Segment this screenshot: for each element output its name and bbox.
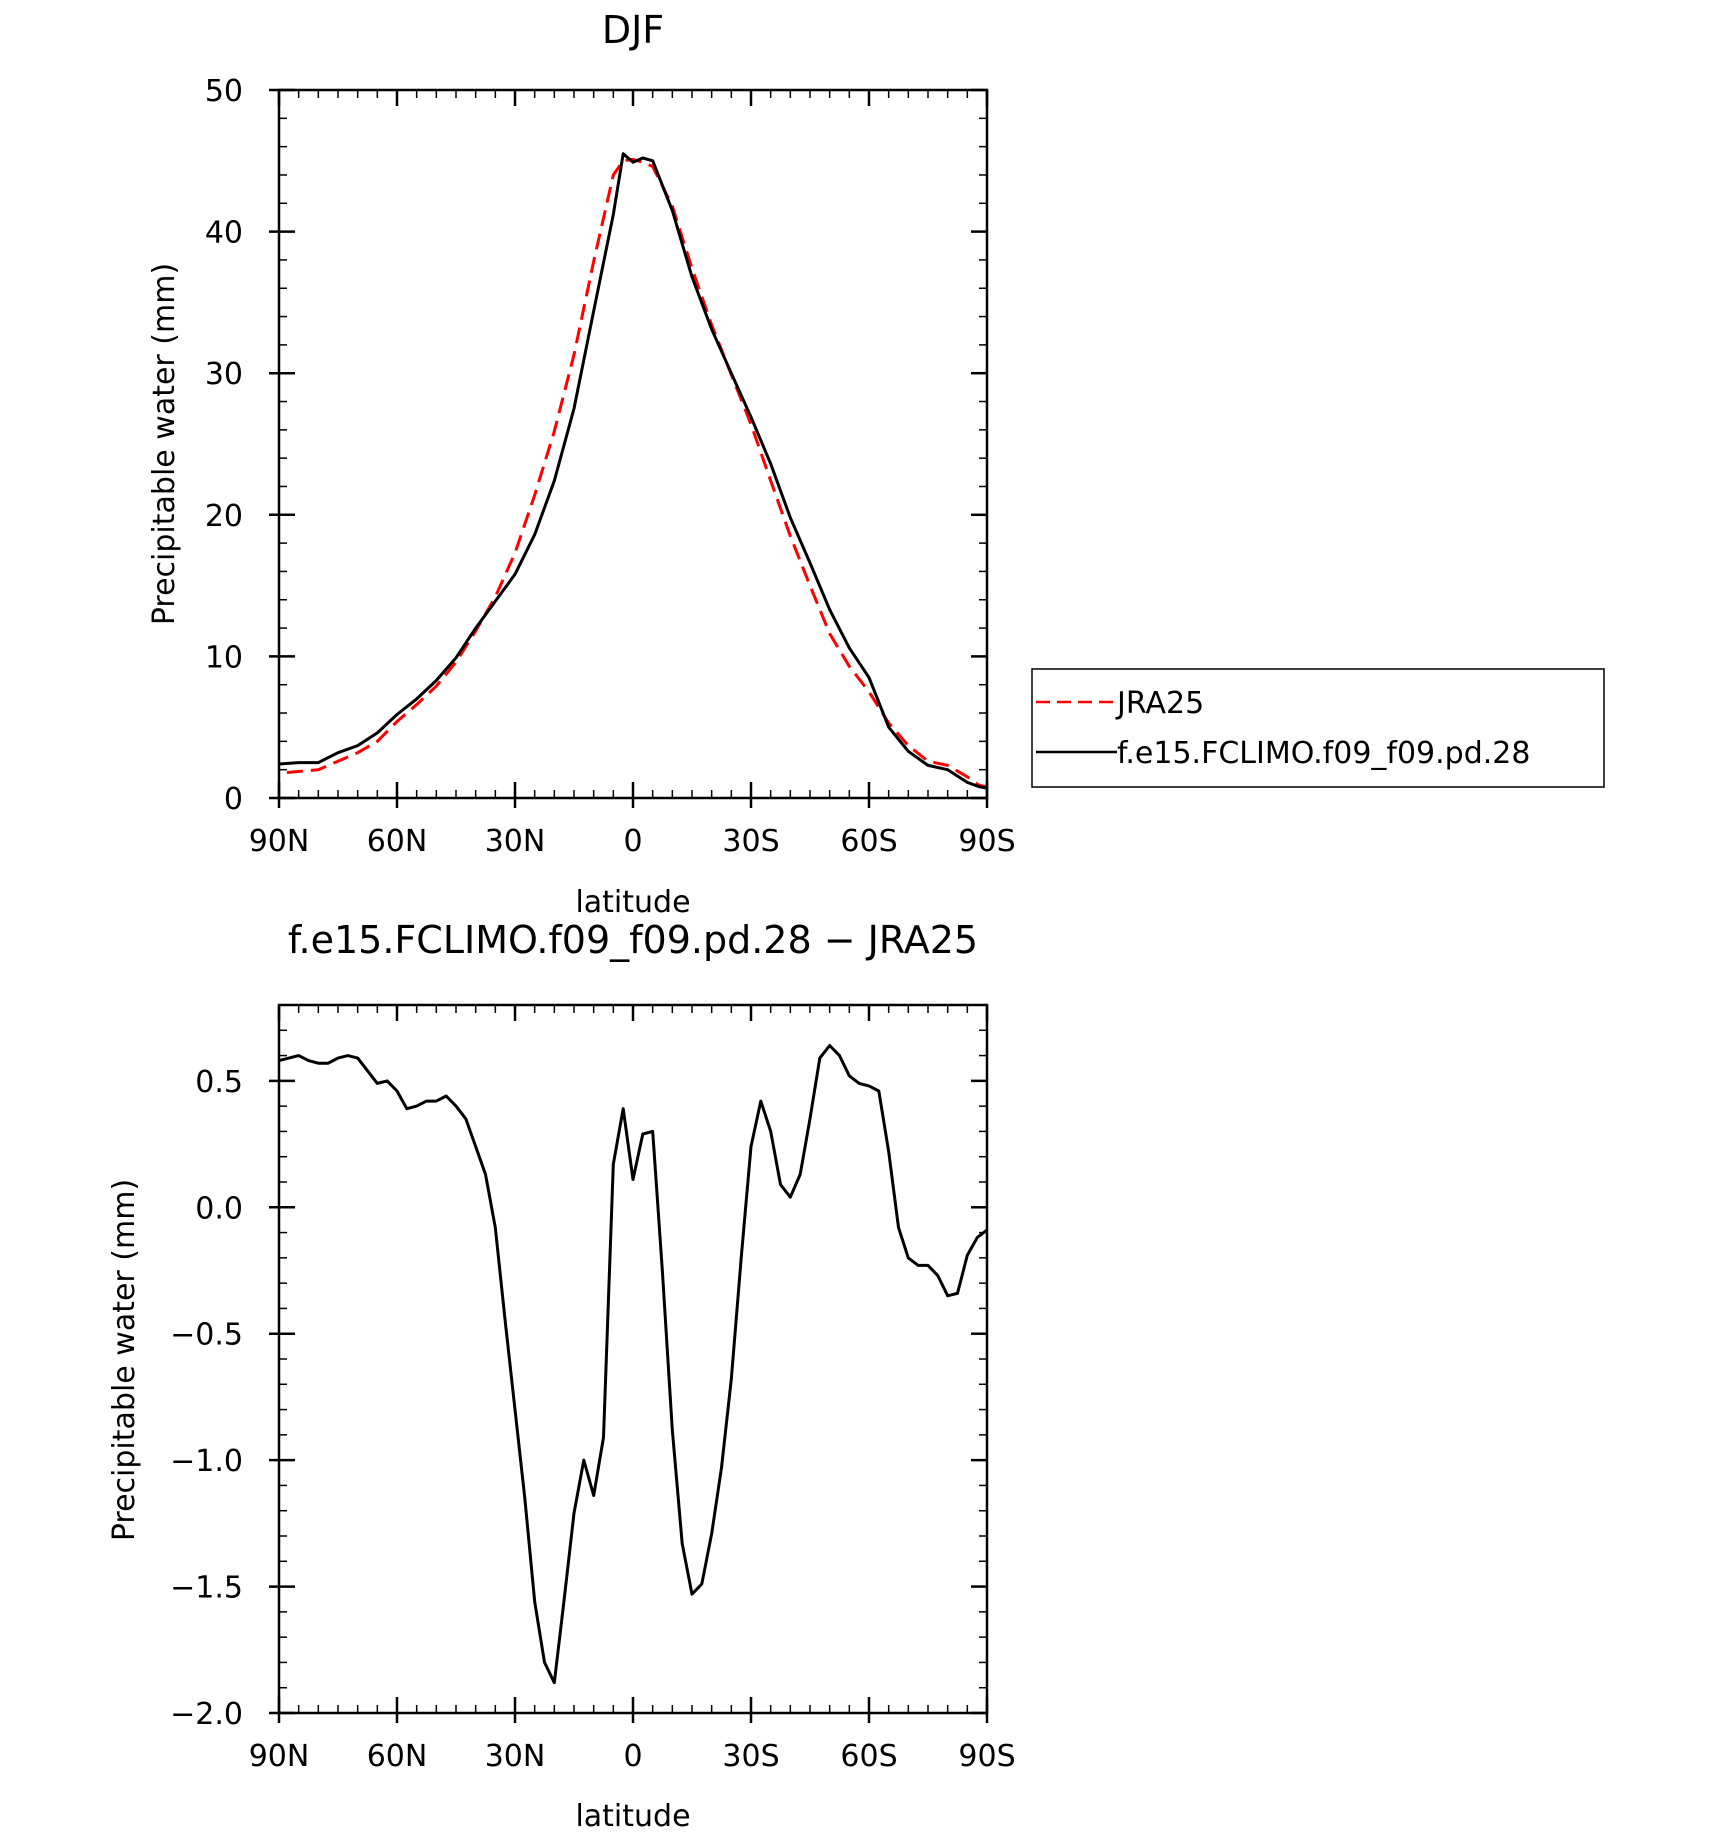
bottom-y-tick-label: −2.0 xyxy=(170,1697,243,1732)
bottom-plot-frame xyxy=(277,1003,989,1715)
top-x-tick-label: 60S xyxy=(840,824,897,859)
bottom-panel: f.e15.FCLIMO.f09_f09.pd.28 − JRA25 0.50.… xyxy=(107,918,1016,1833)
bottom-y-tick-label: 0.5 xyxy=(195,1065,243,1100)
bottom-series-group xyxy=(278,1044,988,1685)
top-panel: DJF 0 10 20 30 40 50 90N 60N 30N 0 30S 60S 90S lati… xyxy=(147,8,1605,920)
top-x-tick-label: 30N xyxy=(485,824,546,859)
top-x-tick-label: 0 xyxy=(623,824,642,859)
top-x-tick-label: 90S xyxy=(958,824,1015,859)
bottom-y-axis-label: Precipitable water (mm) xyxy=(107,1179,142,1541)
top-x-tick-label: 60N xyxy=(367,824,428,859)
top-chart-title: DJF xyxy=(602,8,664,52)
bottom-x-tick-label: 0 xyxy=(623,1739,642,1774)
top-x-axis-label: latitude xyxy=(575,885,690,920)
legend: JRA25 f.e15.FCLIMO.f09_f09.pd.28 xyxy=(1031,668,1605,788)
bottom-y-ticks: 0.5 0.0 −0.5 −1.0 −1.5 −2.0 xyxy=(170,1004,987,1732)
legend-label-jra25: JRA25 xyxy=(1115,686,1204,721)
top-y-tick-label: 10 xyxy=(205,640,243,675)
top-y-tick-label: 0 xyxy=(224,782,243,817)
top-y-tick-label: 50 xyxy=(205,74,243,109)
bottom-y-tick-label: 0.0 xyxy=(195,1191,243,1226)
top-plot-frame xyxy=(277,88,989,800)
top-y-ticks: 0 10 20 30 40 50 xyxy=(205,74,987,817)
legend-box xyxy=(1031,668,1605,788)
top-y-tick-label: 20 xyxy=(205,499,243,534)
top-series-group xyxy=(278,152,988,790)
legend-label-model: f.e15.FCLIMO.f09_f09.pd.28 xyxy=(1117,736,1530,771)
top-x-tick-label: 90N xyxy=(249,824,310,859)
bottom-x-tick-label: 90S xyxy=(958,1739,1015,1774)
bottom-y-tick-label: −1.0 xyxy=(170,1444,243,1479)
bottom-x-tick-label: 30N xyxy=(485,1739,546,1774)
bottom-x-tick-label: 60N xyxy=(367,1739,428,1774)
bottom-series-line-1 xyxy=(278,1044,988,1685)
bottom-x-axis-label: latitude xyxy=(575,1799,690,1833)
bottom-x-ticks: 90N 60N 30N 0 30S 60S 90S xyxy=(249,1005,1016,1774)
top-series-line-2 xyxy=(278,152,988,790)
bottom-y-tick-label: −1.5 xyxy=(170,1571,243,1606)
bottom-chart-title: f.e15.FCLIMO.f09_f09.pd.28 − JRA25 xyxy=(288,918,978,962)
top-x-tick-label: 30S xyxy=(722,824,779,859)
top-series-line-1 xyxy=(286,157,988,789)
bottom-x-tick-label: 30S xyxy=(722,1739,779,1774)
bottom-x-tick-label: 90N xyxy=(249,1739,310,1774)
top-y-axis-label: Precipitable water (mm) xyxy=(147,263,182,625)
bottom-x-tick-label: 60S xyxy=(840,1739,897,1774)
bottom-y-tick-label: −0.5 xyxy=(170,1318,243,1353)
top-y-tick-label: 40 xyxy=(205,216,243,251)
top-y-tick-label: 30 xyxy=(205,357,243,392)
